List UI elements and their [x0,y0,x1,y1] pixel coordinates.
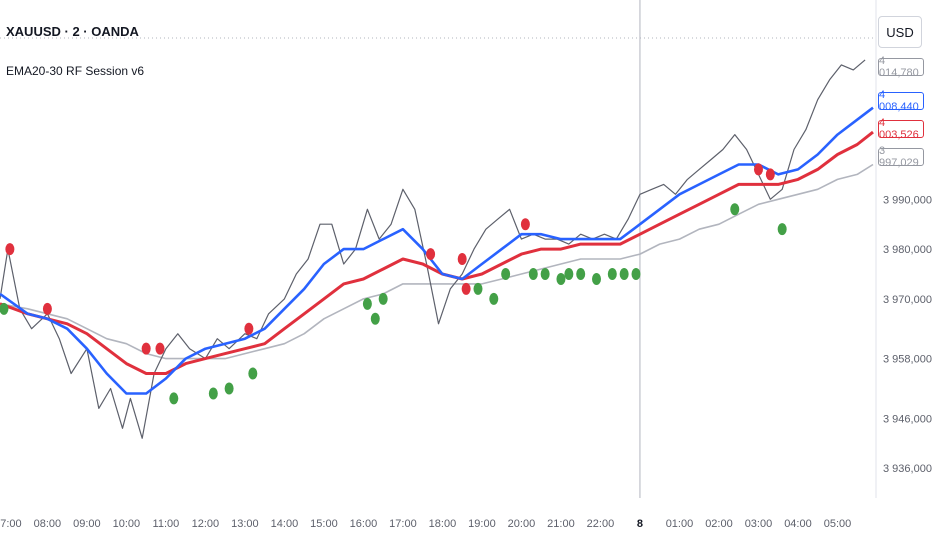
buy-signal-dot [777,223,787,236]
y-tick-label: 3 936,000 [883,463,932,475]
currency-button[interactable]: USD [878,16,922,48]
buy-signal-dot [0,302,9,315]
sell-signal-dot [426,248,436,261]
x-tick-label: 05:00 [824,518,852,530]
sell-signal-dot [520,218,530,231]
price-badge: 3 997,029 [878,145,924,169]
sell-signal-dot [461,282,471,295]
sell-signal-dot [141,342,151,355]
buy-signal-dot [370,312,380,325]
y-tick-label: 3 970,000 [883,294,932,306]
y-tick-label: 3 958,000 [883,354,932,366]
x-tick-label: 09:00 [73,518,101,530]
series-ema-fast [0,106,874,395]
x-tick-label: 14:00 [271,518,299,530]
x-tick-label: 02:00 [705,518,733,530]
series-ema-slow [0,130,874,375]
buy-signal-dot [362,297,372,310]
x-tick-label: 20:00 [508,518,536,530]
y-tick-label: 3 990,000 [883,194,932,206]
x-tick-label: 16:00 [350,518,378,530]
buy-signal-dot [224,382,234,395]
buy-signal-dot [564,267,574,280]
buy-signal-dot [378,292,388,305]
x-tick-label: 13:00 [231,518,259,530]
buy-signal-dot [501,267,511,280]
x-tick-label: 11:00 [153,518,180,530]
x-tick-label: 8 [637,518,643,530]
sell-signal-dot [42,302,52,315]
y-tick-label: 3 980,000 [883,244,932,256]
buy-signal-dot [631,267,641,280]
sell-signal-dot [753,163,763,176]
buy-signal-dot [607,267,617,280]
symbol-title: XAUUSD · 2 · OANDA [6,24,139,39]
buy-signal-dot [528,267,538,280]
x-tick-label: 18:00 [429,518,457,530]
x-tick-label: 15:00 [310,518,338,530]
x-tick-label: 12:00 [192,518,220,530]
buy-signal-dot [489,292,499,305]
x-tick-label: 04:00 [784,518,812,530]
buy-signal-dot [619,267,629,280]
price-badge: 4 003,526 [878,117,924,141]
buy-signal-dot [473,282,483,295]
x-tick-label: 19:00 [468,518,496,530]
x-tick-label: 08:00 [34,518,62,530]
buy-signal-dot [576,267,586,280]
sell-signal-dot [765,168,775,181]
x-tick-label: 03:00 [745,518,773,530]
sell-signal-dot [244,322,254,335]
buy-signal-dot [208,387,218,400]
price-badge: 4 008,440 [878,89,924,113]
x-tick-label: 17:00 [389,518,417,530]
buy-signal-dot [169,392,179,405]
buy-signal-dot [556,272,566,285]
buy-signal-dot [540,267,550,280]
sell-signal-dot [5,243,15,256]
price-badge: 4 014,780 [878,55,924,79]
series-ema-long [0,163,874,360]
buy-signal-dot [248,367,258,380]
x-tick-label: 22:00 [587,518,615,530]
buy-signal-dot [730,203,740,216]
buy-signal-dot [592,272,602,285]
sell-signal-dot [155,342,165,355]
x-tick-label: 21:00 [547,518,575,530]
x-tick-label: 07:00 [0,518,22,530]
sell-signal-dot [457,253,467,266]
indicator-name[interactable]: EMA20-30 RF Session v6 [6,64,145,78]
x-tick-label: 10:00 [113,518,141,530]
series-price [0,59,866,439]
x-tick-label: 01:00 [666,518,694,530]
y-tick-label: 3 946,000 [883,413,932,425]
